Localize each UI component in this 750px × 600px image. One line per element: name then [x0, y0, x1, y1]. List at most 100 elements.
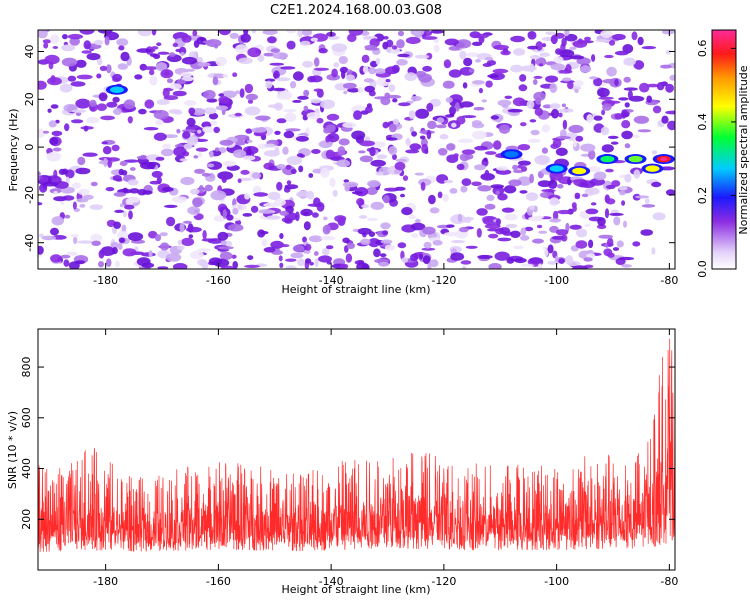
spectrogram-blob	[282, 109, 297, 113]
spectral-peak	[504, 151, 519, 158]
spectrogram-blob	[286, 180, 292, 185]
spectrogram-blob	[257, 54, 265, 62]
spectrogram-blob	[421, 247, 436, 251]
spectrogram-blob	[631, 31, 638, 41]
spectrogram-blob	[552, 210, 559, 221]
spectrogram-blob	[284, 112, 297, 123]
spectrogram-blob	[251, 127, 267, 133]
spectrogram-blob	[507, 108, 523, 113]
spectrogram-blob	[48, 120, 57, 128]
spectrogram-blob	[235, 90, 241, 94]
spectrogram-blob	[272, 87, 286, 92]
spectrogram-blob	[162, 143, 172, 149]
spectrogram-blob	[529, 257, 543, 264]
spectrogram-blob	[601, 109, 606, 116]
spectrogram-blob	[652, 105, 662, 114]
x-tick-label: -120	[431, 575, 456, 588]
spectrogram-blob	[554, 32, 565, 39]
spectrogram-blob	[338, 138, 350, 146]
spectrogram-blob	[623, 57, 636, 66]
spectrogram-blob	[465, 245, 478, 249]
spectrogram-blob	[494, 251, 510, 261]
spectrogram-blob	[331, 68, 338, 78]
spectrogram-blob	[359, 140, 375, 147]
spectrogram-blob	[121, 224, 127, 232]
spectrogram-blob	[395, 158, 407, 162]
spectrogram-blob	[501, 104, 509, 108]
spectrogram-blob	[39, 183, 48, 193]
spectrogram-blob	[343, 82, 357, 89]
spectrogram-blob	[394, 161, 406, 171]
spectrogram-blob	[123, 99, 136, 110]
spectrogram-blob	[558, 258, 565, 264]
spectrogram-blob	[572, 265, 588, 269]
spectrogram-blob	[517, 144, 531, 151]
spectrogram-blob	[621, 200, 626, 206]
spectrogram-blob	[201, 172, 211, 177]
spectrogram-blob	[510, 35, 525, 43]
spectral-peak	[600, 155, 615, 163]
spectrogram-blob	[312, 212, 319, 218]
spectrogram-blob	[498, 227, 511, 235]
spectrogram-blob	[612, 247, 620, 251]
spectrogram-blob	[547, 261, 558, 265]
spectrogram-blob	[219, 251, 233, 261]
spectrogram-blob	[383, 36, 389, 40]
spectrogram-blob	[411, 233, 419, 238]
spectrogram-blob	[357, 227, 372, 235]
spectrogram-blob	[206, 98, 218, 103]
spectrogram-blob	[197, 129, 202, 134]
spectrogram-blob	[637, 129, 652, 133]
spectrogram-blob	[41, 235, 57, 241]
spectrogram-blob	[199, 37, 206, 41]
spectrogram-blob	[621, 109, 629, 118]
spectrogram-blob	[346, 69, 353, 74]
spectrogram-blob	[229, 32, 239, 40]
spectrogram-blob	[232, 72, 238, 77]
spectrogram-blob	[624, 143, 631, 149]
spectrogram-blob	[623, 87, 638, 91]
spectrogram-blob	[161, 186, 174, 192]
spectrogram-blob	[217, 231, 229, 241]
spectrogram-blob	[476, 208, 488, 216]
spectrogram-blob	[260, 231, 269, 235]
spectrogram-blob	[527, 31, 537, 40]
spectrogram-blob	[605, 198, 616, 205]
spectrogram-blob	[436, 117, 445, 123]
x-tick-label: -80	[660, 274, 678, 287]
spectrogram-blob	[459, 50, 467, 60]
spectrogram-blob	[295, 211, 300, 222]
spectrogram-blob	[59, 83, 73, 93]
spectrogram-blob	[49, 188, 62, 194]
spectrogram-blob	[641, 204, 656, 208]
spectrogram-blob	[112, 73, 123, 82]
spectrogram-blob	[512, 169, 524, 174]
spectrogram-blob	[218, 30, 231, 36]
spectrogram-y-label: Frequency (Hz)	[7, 109, 20, 192]
spectrogram-blob	[484, 57, 494, 61]
spectrogram-blob	[600, 126, 610, 136]
spectrogram-blob	[549, 103, 561, 110]
spectrogram-blob	[206, 163, 215, 168]
spectrogram-blob	[651, 150, 658, 155]
spectrogram-blob	[607, 237, 614, 247]
spectrogram-blob	[451, 122, 457, 128]
spectrogram-blob	[251, 30, 256, 34]
spectrogram-blob	[103, 157, 108, 167]
spectrogram-blob	[611, 180, 621, 187]
spectrogram-blob	[155, 62, 168, 72]
spectrogram-blob	[370, 201, 384, 210]
spectrogram-blob	[490, 115, 499, 120]
spectrogram-blob	[619, 190, 626, 196]
spectrogram-blob	[320, 236, 336, 241]
spectrogram-blob	[117, 63, 128, 70]
spectrogram-blob	[382, 195, 390, 204]
spectrogram-blob	[242, 213, 253, 217]
spectrogram-blob	[98, 261, 104, 268]
spectrogram-blob	[521, 65, 537, 72]
spectrogram-blob	[184, 100, 197, 106]
spectrogram-blob	[656, 82, 665, 91]
colorbar-label: Normalized spectral amplitude	[737, 65, 750, 234]
spectrogram-blob	[267, 36, 277, 44]
spectrogram-blob	[218, 96, 230, 104]
